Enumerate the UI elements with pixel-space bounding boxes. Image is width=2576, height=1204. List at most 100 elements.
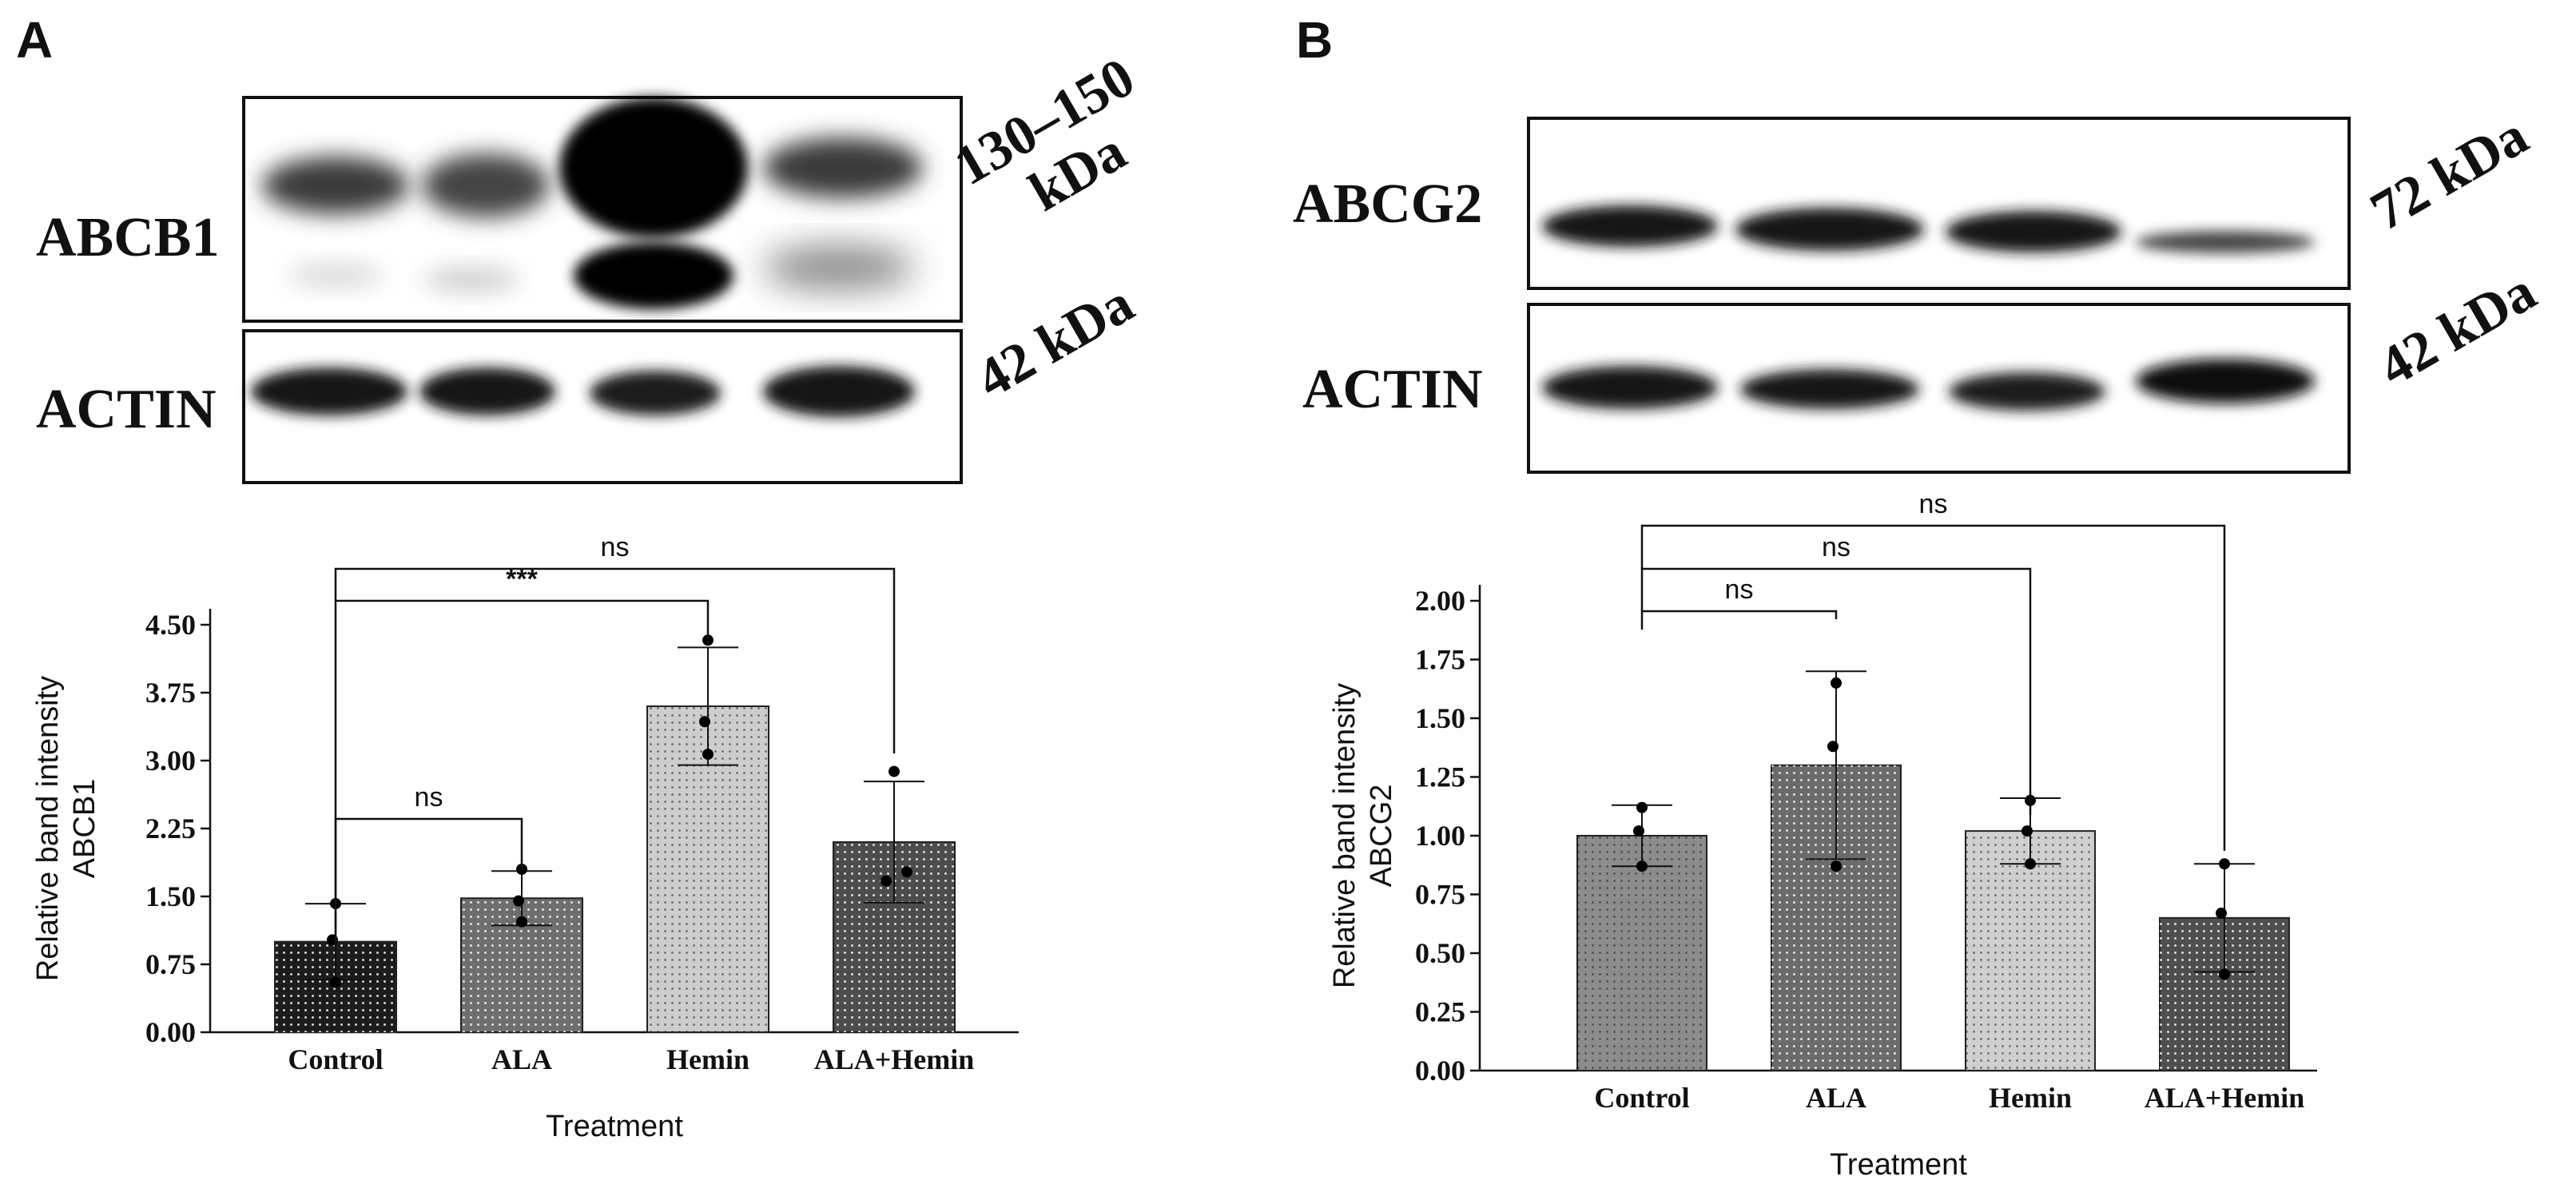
data-point [2219,858,2230,870]
significance-label: ns [1725,574,1754,605]
data-point [516,916,527,928]
y-tick-label: 1.00 [1415,820,1465,852]
band [763,137,923,198]
data-point [1636,801,1648,813]
x-tick-label: ALA [1806,1082,1866,1114]
western-blot-b: ABCG2 ACTIN 72 kDa 42 kDa [1293,105,2546,474]
x-tick-label: ALA [491,1043,552,1075]
data-point [1633,825,1644,837]
data-point [1831,860,1842,872]
x-tick-label: Control [288,1043,383,1075]
x-axis-title: Treatment [546,1110,683,1143]
band [1735,208,1924,251]
band [574,242,733,309]
data-point [901,866,912,878]
data-point [888,765,900,777]
y-tick-label: 0.00 [1415,1055,1465,1087]
y-tick-label: 2.00 [1415,585,1465,617]
significance-label: ns [415,782,443,813]
y-tick-label: 0.75 [1415,879,1465,911]
band [1946,211,2121,252]
band [288,263,384,288]
band [423,267,519,292]
y-tick-label: 0.75 [145,948,196,980]
data-point [513,895,524,907]
panel-letter-a: A [16,11,53,69]
blot-a-actin-bands [251,366,915,417]
significance-bracket [334,599,710,935]
band [1740,369,1919,409]
band [1542,366,1718,409]
band [1542,205,1718,247]
y-axis-title-line: Relative band intensity [31,676,65,981]
bar-texture [1966,831,2095,1071]
band [559,97,748,238]
band [1949,372,2105,411]
y-tick-label: 0.50 [1415,937,1465,969]
significance-bracket [1640,610,1838,630]
band [2136,231,2315,253]
band [262,157,409,214]
y-axis-title-line: ABCB1 [68,779,101,879]
y-tick-label: 3.75 [145,677,196,709]
x-axis-title: Treatment [1830,1148,1967,1182]
data-point [881,875,892,887]
y-tick-label: 0.25 [1415,996,1465,1028]
x-tick-label: ALA+Hemin [814,1043,975,1075]
data-point [1831,677,1842,689]
data-point [330,976,341,988]
x-tick-label: Control [1594,1082,1689,1114]
data-point [1827,741,1839,753]
band [2136,359,2315,403]
significance-bracket [334,567,896,753]
protein-label-abcb1: ABCB1 [36,207,219,268]
significance-label: ns [1919,489,1948,519]
band [590,371,721,415]
data-point [2021,825,2033,837]
mw-label-actin-a: 42 kDa [967,272,1144,411]
chart-b: 0.00 0.25 0.50 0.75 1.00 1.25 1.50 1.75 2.00 Cont… [1328,489,2317,1182]
western-blot-a: ABCB1 ACTIN 130–150 kDa 42 kDa [36,46,1145,484]
significance-bracket [1640,567,2032,815]
band [422,153,550,217]
data-point [699,716,710,728]
band [763,366,915,417]
significance-label: ns [601,532,630,562]
x-tick-label: Hemin [1989,1082,2072,1114]
x-tick-label: Hemin [666,1043,749,1075]
x-tick-label: ALA+Hemin [2145,1082,2305,1114]
y-tick-label: 1.50 [1415,702,1465,734]
y-tick-label: 2.25 [145,813,196,844]
data-point [2216,908,2227,920]
data-point [2025,858,2036,870]
y-tick-label: 1.25 [1415,761,1465,793]
bar-texture [1577,836,1707,1071]
y-tick-label: 3.00 [145,745,196,777]
mw-label-actin-b: 42 kDa [2369,260,2546,399]
chart-a: 0.00 0.75 1.50 2.25 3.00 3.75 4.50 Control ALA He… [31,532,1019,1143]
blot-b-abcg2-bands [1542,205,2315,253]
data-point [2219,968,2230,980]
data-point [1636,860,1648,872]
protein-label-actin-a: ACTIN [36,379,217,440]
band [763,245,915,290]
blot-b-abcg2-frame [1527,117,2351,290]
band [419,368,555,415]
y-axis-title-line: ABCG2 [1365,785,1398,888]
data-point [702,749,714,761]
significance-bracket [1640,524,2226,851]
mw-label-abcg2: 72 kDa [2361,105,2538,243]
y-tick-label: 1.75 [1415,644,1465,676]
blot-b-actin-bands [1542,359,2315,411]
protein-label-abcg2: ABCG2 [1293,173,1482,235]
panel-letter-b: B [1296,11,1333,69]
y-tick-label: 1.50 [145,880,196,912]
blot-a-abcb1-bands [262,97,923,309]
y-axis-title-line: Relative band intensity [1328,683,1362,988]
y-tick-label: 0.00 [145,1016,196,1048]
significance-label: ns [1822,532,1851,562]
protein-label-actin-b: ACTIN [1302,359,1483,420]
mw-label-abcb1: 130–150 kDa [944,46,1145,224]
band [251,368,407,415]
